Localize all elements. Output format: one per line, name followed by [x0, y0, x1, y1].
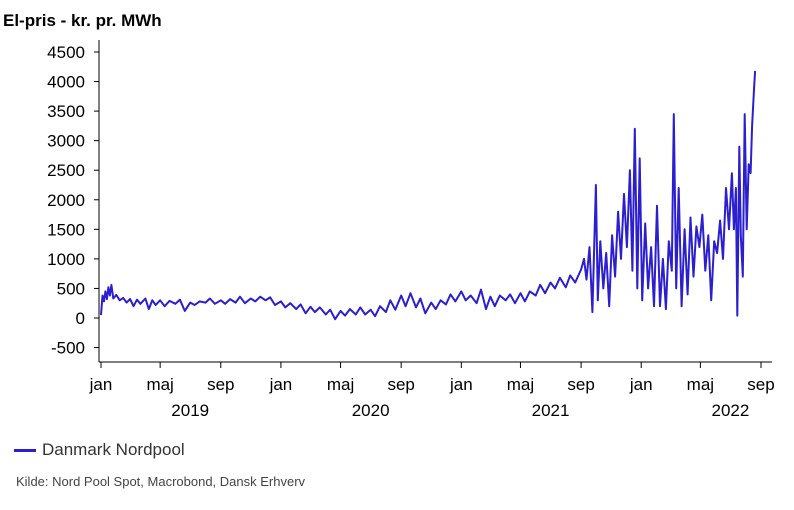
legend: Danmark Nordpool [14, 440, 185, 460]
y-tick-label: 2500 [47, 161, 85, 180]
x-tick-label: maj [507, 375, 534, 394]
series-group [100, 70, 757, 321]
x-tick-label: jan [629, 375, 653, 394]
x-tick-label: sep [747, 375, 774, 394]
y-tick-label: 1500 [47, 220, 85, 239]
x-tick-label: sep [567, 375, 594, 394]
series-line [100, 70, 757, 321]
y-tick-label: 3000 [47, 132, 85, 151]
y-tick-label: 2000 [47, 191, 85, 210]
y-tick-label: -500 [51, 339, 85, 358]
x-tick-label: sep [387, 375, 414, 394]
x-axis: jan maj sep jan maj sep jan maj sep jan maj sep 2019… [89, 361, 775, 420]
y-tick-label: 4000 [47, 73, 85, 92]
chart-title: El-pris - kr. pr. MWh [3, 11, 162, 30]
legend-label: Danmark Nordpool [42, 440, 185, 459]
y-tick-label: 0 [76, 309, 85, 328]
x-tick-label: maj [146, 375, 173, 394]
price-chart: -500 0 500 1000 1500 2000 2500 3000 3500 4000 4500… [47, 40, 775, 420]
x-tick-label: maj [327, 375, 354, 394]
x-tick-label: maj [687, 375, 714, 394]
source-note: Kilde: Nord Pool Spot, Macrobond, Dansk … [16, 474, 306, 489]
x-tick-label: jan [449, 375, 473, 394]
y-tick-label: 500 [57, 279, 85, 298]
x-year-label: 2021 [532, 401, 570, 420]
x-year-label: 2020 [352, 401, 390, 420]
y-tick-label: 4500 [47, 43, 85, 62]
x-tick-label: sep [207, 375, 234, 394]
x-tick-label: jan [269, 375, 293, 394]
y-tick-label: 3500 [47, 102, 85, 121]
y-tick-label: 1000 [47, 250, 85, 269]
x-year-label: 2019 [171, 401, 209, 420]
y-axis: -500 0 500 1000 1500 2000 2500 3000 3500 4000 4500 [47, 40, 100, 362]
x-tick-label: jan [89, 375, 113, 394]
x-year-label: 2022 [712, 401, 750, 420]
legend-swatch [14, 448, 36, 452]
